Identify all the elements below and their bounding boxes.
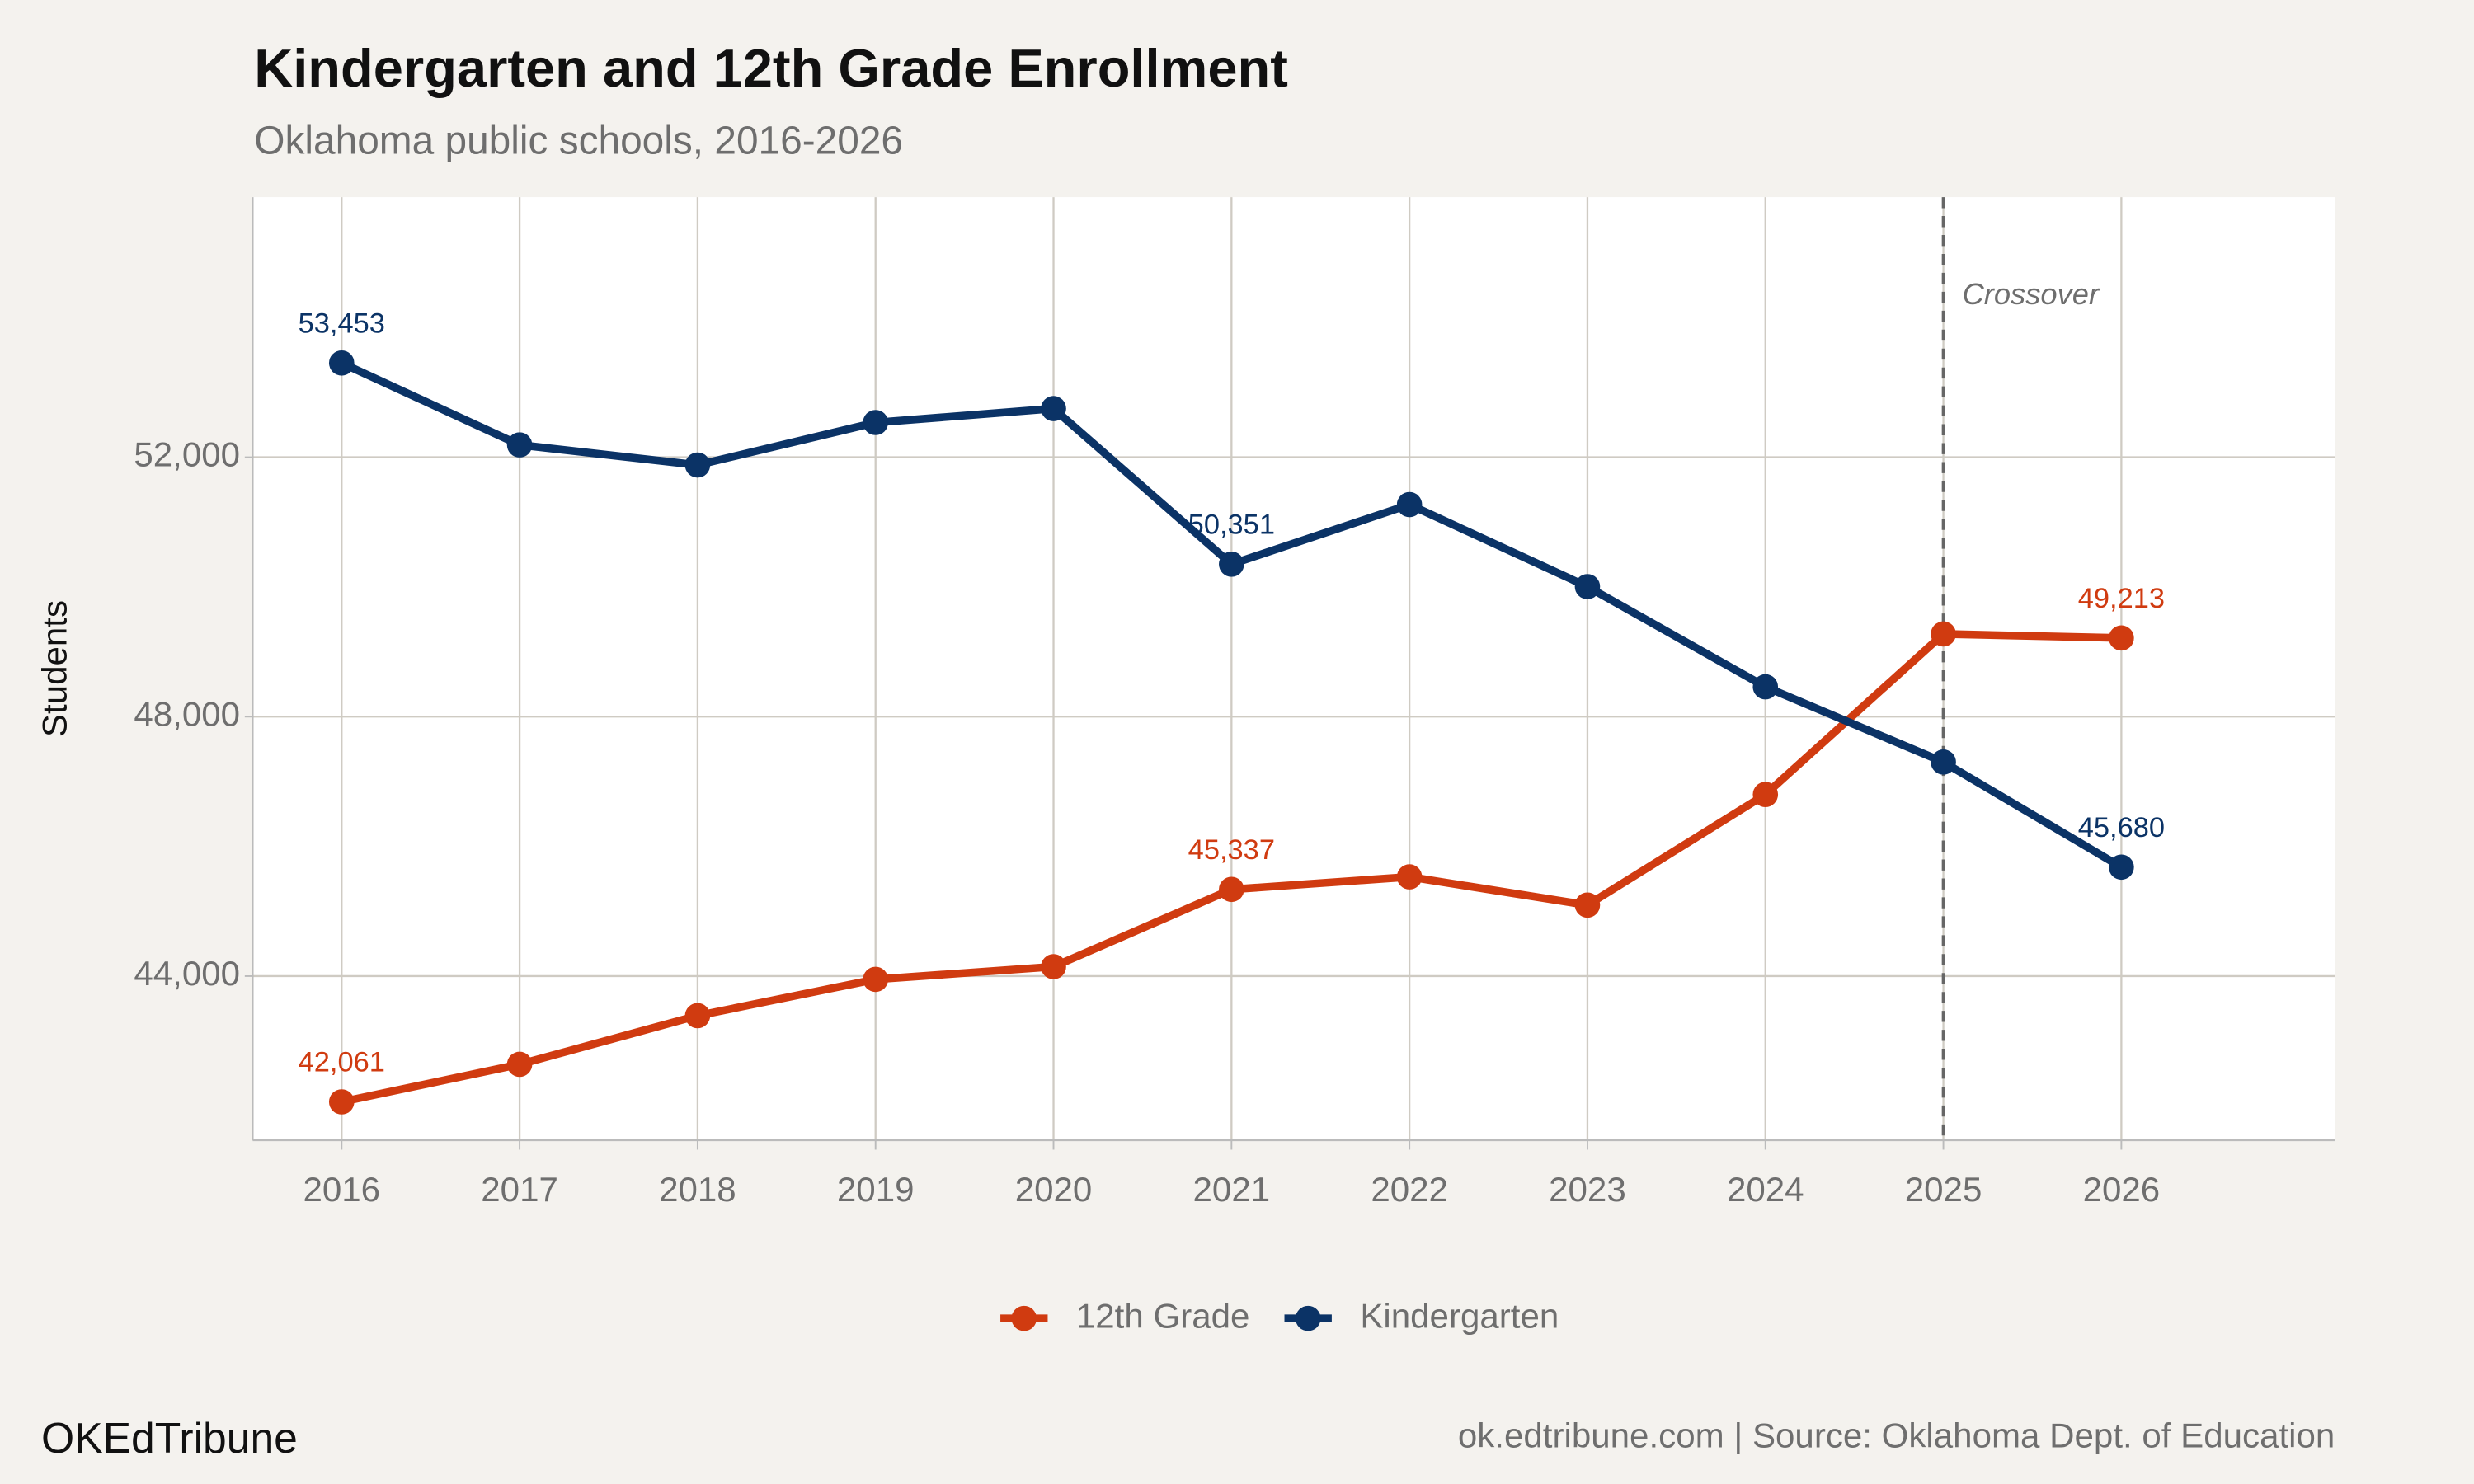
x-tick-label: 2019 [837,1170,915,1209]
data-label: 42,061 [299,1047,385,1078]
data-point [1396,491,1423,518]
x-tick-label: 2018 [659,1170,736,1209]
x-tick-label: 2024 [1727,1170,1804,1209]
data-label: 45,337 [1188,834,1275,866]
data-point [2109,854,2134,881]
brand: OKEdTribune [41,1414,298,1462]
data-point [1752,782,1779,807]
legend-swatch [1295,1305,1321,1331]
data-label: 49,213 [2078,583,2165,614]
data-point [506,1051,533,1078]
data-point [684,1003,711,1029]
data-point [328,350,355,376]
x-tick-label: 2026 [2083,1170,2161,1209]
data-point [1931,621,1956,647]
data-point [863,410,889,435]
chart-subtitle: Oklahoma public schools, 2016-2026 [254,120,903,163]
legend-swatch [1011,1305,1037,1331]
data-point [1752,674,1779,700]
y-tick-label: 52,000 [134,435,240,474]
y-tick-label: 44,000 [134,954,240,993]
data-label: 53,453 [299,308,385,339]
y-axis-title: Students [35,600,73,737]
x-tick-label: 2022 [1371,1170,1448,1209]
data-point [2109,625,2134,651]
data-point [1931,749,1956,775]
x-tick-label: 2016 [303,1170,380,1209]
y-tick-label: 48,000 [134,694,240,733]
legend-label: Kindergarten [1360,1296,1559,1335]
x-tick-label: 2020 [1015,1170,1093,1209]
x-tick-label: 2017 [481,1170,558,1209]
data-label: 50,351 [1188,509,1275,540]
data-point [1219,876,1244,903]
data-point [1574,892,1601,918]
data-point [1574,574,1601,599]
data-point [1219,552,1244,577]
data-point [863,966,889,993]
data-point [328,1089,355,1115]
legend-label: 12th Grade [1076,1296,1250,1335]
chart-title: Kindergarten and 12th Grade Enrollment [254,38,1288,98]
x-tick-label: 2021 [1193,1170,1271,1209]
data-point [1041,954,1066,979]
data-point [1396,864,1423,890]
x-tick-label: 2023 [1549,1170,1626,1209]
plot-panel [252,197,2335,1140]
data-point [506,432,533,458]
x-tick-label: 2025 [1905,1170,1982,1209]
data-point [1041,396,1066,421]
data-point [684,452,711,478]
annotation: Crossover [1963,277,2100,311]
source: ok.edtribune.com | Source: Oklahoma Dept… [1458,1416,2335,1455]
data-label: 45,680 [2078,812,2165,843]
